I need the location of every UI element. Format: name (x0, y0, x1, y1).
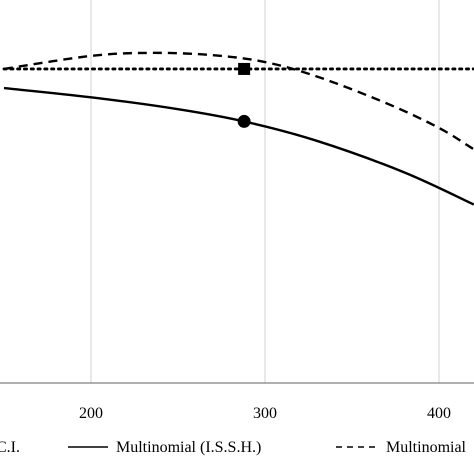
series-line-1 (3, 86, 474, 206)
legend-label-1: Multinomial (I.S.S.H.) (116, 439, 261, 456)
legend: C.I. Multinomial (I.S.S.H.) Multinomial (0, 439, 467, 456)
legend-label-0: C.I. (0, 439, 20, 456)
gridlines (90, 0, 440, 383)
marker-square-0 (238, 62, 251, 75)
legend-label-2: Multinomial (386, 439, 467, 456)
markers (237, 62, 251, 128)
series-lines (2, 51, 474, 206)
x-tick-label-300: 300 (253, 405, 277, 422)
x-tick-label-400: 400 (427, 405, 451, 422)
x-tick-labels: 200 300 400 (79, 405, 451, 422)
series-line-2 (3, 51, 474, 151)
marker-circle-1 (237, 114, 251, 128)
x-tick-label-200: 200 (79, 405, 103, 422)
